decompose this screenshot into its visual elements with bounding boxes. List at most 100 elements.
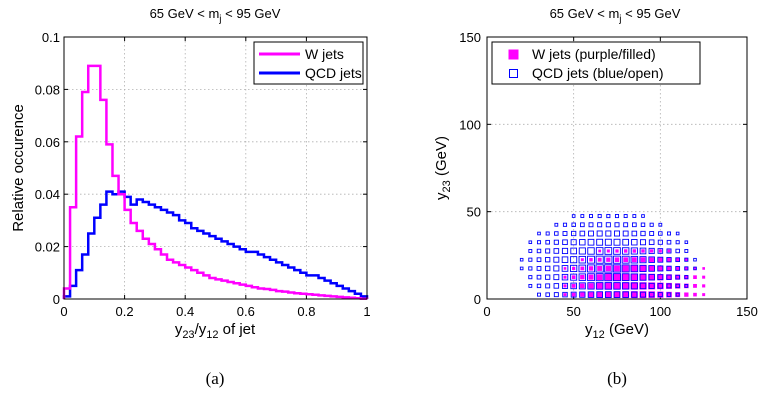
panel-b-frame: [486, 36, 748, 300]
scatter-box-qcd-jets: [589, 214, 593, 219]
scatter-box-qcd-jets: [580, 214, 585, 218]
scatter-box-w-jets: [639, 273, 647, 281]
scatter-box-qcd-jets: [614, 222, 620, 228]
scatter-box-w-jets: [588, 292, 594, 298]
scatter-box-w-jets: [588, 274, 594, 280]
scatter-box-qcd-jets: [596, 291, 604, 298]
legend-marker-qcd-jets: [509, 69, 518, 78]
scatter-box-w-jets: [648, 265, 655, 272]
scatter-box-qcd-jets: [570, 282, 577, 290]
scatter-box-qcd-jets: [622, 291, 629, 298]
scatter-box-w-jets: [563, 275, 567, 279]
scatter-box-qcd-jets: [613, 247, 621, 255]
scatter-box-w-jets: [596, 282, 603, 289]
scatter-box-qcd-jets: [684, 275, 689, 280]
scatter-box-qcd-jets: [693, 257, 697, 262]
scatter-box-w-jets: [588, 283, 594, 289]
panel-a-ytick-label: 0.04: [35, 187, 60, 202]
scatter-box-qcd-jets: [578, 282, 586, 290]
legend-label-qcd-jets-open: QCD jets (blue/open): [532, 65, 664, 81]
scatter-box-w-jets: [622, 291, 630, 299]
panel-a-ytick-label: 0.06: [35, 135, 60, 150]
scatter-box-qcd-jets: [545, 274, 551, 280]
scatter-box-qcd-jets: [536, 266, 542, 271]
panel-a-ytick-label: 0.1: [42, 30, 60, 45]
panel-a: 65 GeV < mj < 95 GeV 0 0.2 0.4 0.6 0.8 1 0 0.02…: [10, 6, 371, 388]
scatter-box-qcd-jets: [675, 283, 680, 289]
scatter-box-w-jets: [606, 257, 611, 262]
scatter-box-qcd-jets: [595, 255, 604, 264]
panel-b-ytick-label: 150: [459, 30, 481, 45]
scatter-box-w-jets: [693, 283, 697, 288]
panel-a-xtick-label: 0.4: [176, 304, 194, 319]
scatter-box-qcd-jets: [684, 266, 689, 271]
scatter-box-qcd-jets: [648, 273, 655, 281]
scatter-box-qcd-jets: [630, 282, 638, 290]
scatter-box-w-jets: [613, 291, 621, 298]
scatter-box-qcd-jets: [578, 247, 586, 255]
scatter-box-qcd-jets: [528, 240, 533, 245]
scatter-box-qcd-jets: [570, 291, 577, 298]
scatter-box-w-jets: [589, 257, 593, 262]
scatter-box-w-jets: [639, 265, 647, 272]
scatter-box-w-jets: [622, 265, 629, 272]
scatter-box-qcd-jets: [640, 230, 646, 237]
panel-a-caption: (a): [206, 369, 225, 388]
scatter-box-qcd-jets: [553, 283, 560, 289]
scatter-box-w-jets: [639, 291, 647, 299]
scatter-box-w-jets: [596, 274, 603, 281]
scatter-box-qcd-jets: [675, 274, 680, 280]
scatter-box-qcd-jets: [657, 265, 664, 272]
scatter-box-w-jets: [571, 283, 576, 288]
scatter-box-w-jets: [684, 274, 689, 280]
scatter-box-w-jets: [693, 275, 697, 280]
scatter-box-w-jets: [658, 257, 663, 262]
scatter-box-qcd-jets: [684, 283, 689, 288]
panel-a-xtick-label: 0.8: [297, 304, 315, 319]
scatter-box-qcd-jets: [528, 275, 533, 280]
scatter-box-qcd-jets: [597, 214, 602, 219]
scatter-box-qcd-jets: [693, 266, 697, 271]
scatter-box-qcd-jets: [579, 239, 586, 246]
scatter-box-w-jets: [580, 283, 585, 289]
scatter-box-w-jets: [648, 282, 656, 290]
scatter-box-qcd-jets: [675, 292, 680, 297]
scatter-box-qcd-jets: [537, 231, 541, 236]
scatter-box-qcd-jets: [536, 283, 542, 289]
scatter-box-qcd-jets: [675, 266, 681, 271]
legend-label-qcd-jets: QCD jets: [305, 65, 362, 81]
scatter-box-qcd-jets: [571, 214, 576, 218]
scatter-box-qcd-jets: [639, 239, 647, 246]
panel-a-ticks: 0 0.2 0.4 0.6 0.8 1 0 0.02 0.04 0.06 0.08 0.1: [35, 30, 371, 319]
scatter-box-qcd-jets: [605, 230, 612, 237]
panel-a-ytick-label: 0: [53, 292, 60, 307]
scatter-box-qcd-jets: [649, 231, 655, 236]
scatter-box-qcd-jets: [519, 266, 524, 271]
scatter-box-qcd-jets: [595, 282, 604, 290]
scatter-box-w-jets: [630, 273, 638, 281]
scatter-box-qcd-jets: [666, 239, 672, 245]
scatter-box-qcd-jets: [639, 282, 647, 290]
scatter-box-qcd-jets: [639, 273, 647, 281]
scatter-box-qcd-jets: [528, 249, 533, 253]
scatter-box-w-jets: [648, 273, 656, 281]
scatter-box-qcd-jets: [587, 255, 595, 264]
scatter-box-qcd-jets: [545, 283, 551, 289]
scatter-box-qcd-jets: [519, 257, 524, 262]
scatter-box-qcd-jets: [587, 238, 595, 246]
scatter-box-qcd-jets: [630, 273, 639, 281]
scatter-box-qcd-jets: [571, 222, 576, 227]
scatter-box-w-jets: [631, 265, 638, 272]
scatter-box-qcd-jets: [648, 291, 655, 298]
scatter-box-w-jets: [702, 267, 705, 270]
scatter-box-w-jets: [702, 284, 706, 288]
panel-b-xtick-label: 100: [649, 304, 671, 319]
scatter-box-qcd-jets: [614, 230, 620, 237]
scatter-box-qcd-jets: [588, 222, 594, 228]
scatter-box-qcd-jets: [604, 247, 613, 255]
scatter-box-w-jets: [622, 282, 630, 290]
scatter-box-qcd-jets: [545, 257, 551, 263]
scatter-box-qcd-jets: [657, 239, 663, 245]
scatter-box-qcd-jets: [536, 274, 542, 280]
